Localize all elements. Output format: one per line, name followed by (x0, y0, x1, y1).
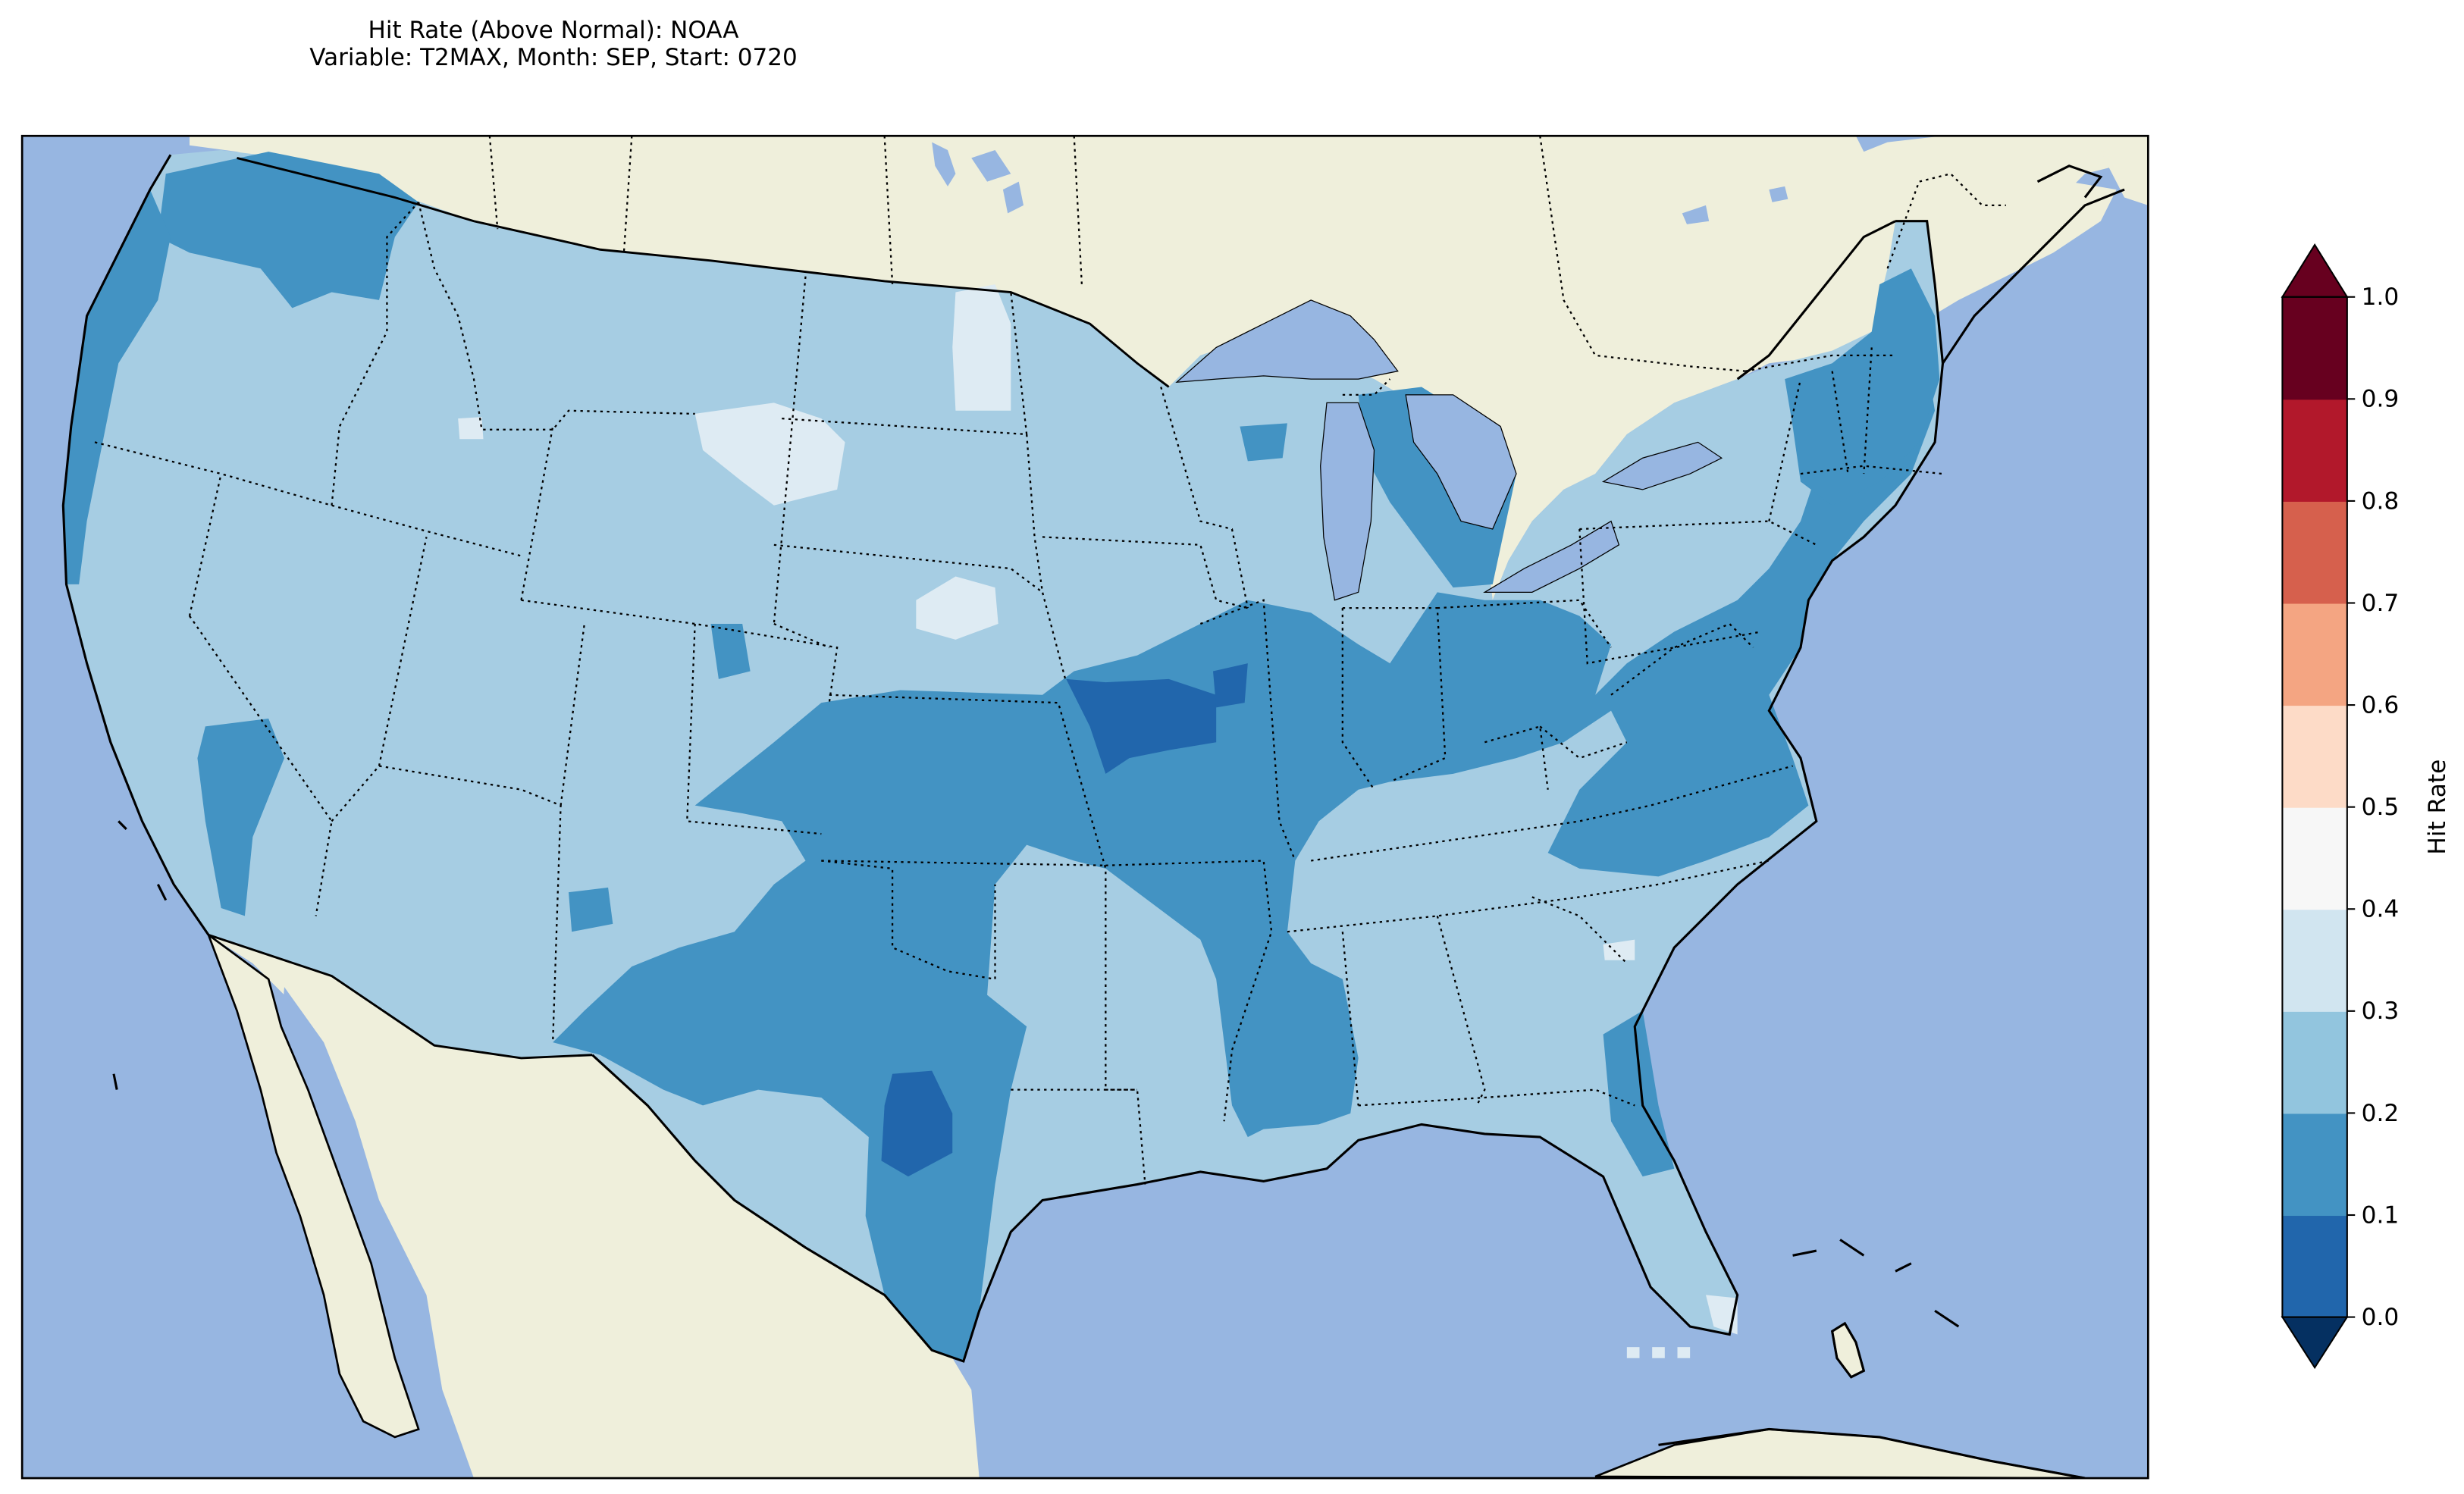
colorbar-ticks: 0.0 0.1 0.2 0.3 0.4 0.5 0.6 0.7 0.8 0.9 1.0 (2346, 283, 2400, 1331)
lake-ontario (1601, 441, 1723, 490)
newfoundland-land (2100, 139, 2149, 205)
colorbar-segment (2282, 1010, 2347, 1114)
map-panel (22, 136, 2149, 1479)
colorbar-segment (2282, 603, 2347, 706)
colorbar-tick-label: 0.1 (2362, 1201, 2400, 1229)
hit-rate-0.4-0.5-regions (458, 284, 1738, 1358)
great-lakes (1175, 299, 1723, 601)
colorbar-segment (2282, 705, 2347, 808)
lake-michigan (1320, 402, 1375, 601)
title-line-1: Hit Rate (Above Normal): NOAA (368, 17, 739, 44)
colorbar-segment (2282, 909, 2347, 1012)
hit-rate-0.1-0.2-regions (881, 663, 1248, 1177)
map-title: Hit Rate (Above Normal): NOAA Variable: … (0, 17, 1107, 71)
colorbar-tick-label: 1.0 (2362, 283, 2400, 311)
national-borders (208, 157, 1170, 1060)
coastline (61, 154, 2125, 1479)
colorbar-tick-label: 0.0 (2362, 1304, 2400, 1331)
colorbar-segment (2282, 1113, 2347, 1217)
colorbar-segment (2282, 1215, 2347, 1318)
colorbar-tick-label: 0.4 (2362, 896, 2400, 923)
gulf-of-california (281, 987, 443, 1430)
lake-superior (1175, 299, 1399, 384)
lake-erie (1483, 520, 1620, 593)
colorbar-under-triangle (2281, 1316, 2349, 1370)
colorbar-label: Hit Rate (2424, 760, 2451, 855)
colorbar-tick-label: 0.6 (2362, 692, 2400, 719)
colorbar-segment (2282, 296, 2347, 400)
colorbar-tick-label: 0.2 (2362, 1100, 2400, 1127)
colorbar-segments (2282, 296, 2347, 1318)
lake-huron (1405, 394, 1517, 530)
baja-peninsula (206, 932, 420, 1439)
canadian-lakes (932, 142, 1788, 224)
colorbar-segment (2282, 399, 2347, 502)
state-borders (94, 136, 2006, 1185)
title-line-2: Variable: T2MAX, Month: SEP, Start: 0720 (309, 44, 798, 71)
colorbar: 0.0 0.1 0.2 0.3 0.4 0.5 0.6 0.7 0.8 0.9 1.0 Hit Ra… (2281, 243, 2451, 1370)
colorbar-over-triangle (2281, 243, 2349, 298)
colorbar-tick-label: 0.5 (2362, 794, 2400, 821)
colorbar-segment (2282, 500, 2347, 604)
colorbar-tick-label: 0.3 (2362, 998, 2400, 1025)
map-frame (20, 134, 2149, 1480)
maritimes-land (1879, 181, 2117, 324)
colorbar-segment (2282, 807, 2347, 910)
mexico-land (208, 935, 980, 1479)
canada-land (190, 136, 2149, 600)
colorbar-tick-label: 0.9 (2362, 386, 2400, 413)
colorbar-tick-label: 0.8 (2362, 487, 2400, 515)
colorbar-tick-label: 0.7 (2362, 590, 2400, 617)
